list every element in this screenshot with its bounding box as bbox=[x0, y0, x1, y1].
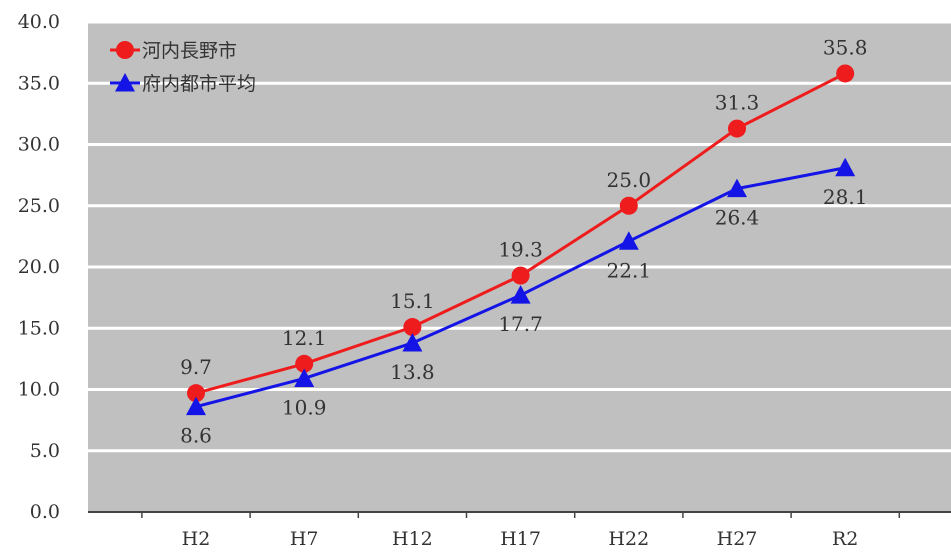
x-tick-label: H17 bbox=[500, 528, 541, 550]
data-label: 12.1 bbox=[282, 326, 327, 350]
data-label: 28.1 bbox=[823, 185, 868, 209]
data-point-circle bbox=[836, 64, 855, 83]
x-tick-label: H22 bbox=[608, 528, 649, 550]
y-tick-label: 20.0 bbox=[18, 256, 60, 278]
data-label: 25.0 bbox=[607, 168, 652, 192]
data-label: 13.8 bbox=[390, 360, 435, 384]
data-point-circle bbox=[403, 318, 422, 337]
x-tick-label: H27 bbox=[717, 528, 758, 550]
x-tick-label: H2 bbox=[182, 528, 211, 550]
y-tick-label: 0.0 bbox=[30, 501, 60, 523]
y-tick-label: 40.0 bbox=[18, 11, 60, 33]
series-2: 8.6 10.9 13.8 17.7 22.1 26.4 28.1 bbox=[180, 157, 868, 448]
y-tick-label: 25.0 bbox=[18, 195, 60, 217]
legend-label: 府内都市平均 bbox=[142, 73, 256, 95]
legend-label: 河内長野市 bbox=[142, 40, 237, 62]
data-label: 22.1 bbox=[607, 258, 652, 282]
data-label: 17.7 bbox=[498, 312, 543, 336]
x-tick-label: H12 bbox=[392, 528, 433, 550]
data-label: 15.1 bbox=[390, 289, 435, 313]
data-point-triangle bbox=[835, 157, 856, 177]
data-point-circle bbox=[187, 384, 205, 403]
data-point-circle bbox=[619, 196, 638, 215]
y-tick-label: 10.0 bbox=[18, 379, 60, 401]
x-axis: H2 H7 H12 H17 H22 H27 R2 bbox=[88, 511, 951, 550]
y-tick-label: 35.0 bbox=[18, 72, 60, 94]
data-label: 35.8 bbox=[823, 35, 868, 59]
data-point-triangle bbox=[294, 368, 315, 387]
data-label: 19.3 bbox=[498, 238, 543, 262]
data-label: 26.4 bbox=[715, 206, 760, 230]
y-tick-label: 5.0 bbox=[30, 440, 60, 462]
y-axis-tick-labels: 0.0 5.0 10.0 15.0 20.0 25.0 30.0 35.0 40.0 bbox=[18, 11, 60, 523]
data-point-triangle bbox=[510, 285, 531, 304]
data-label: 8.6 bbox=[180, 424, 212, 448]
data-point-triangle bbox=[115, 73, 135, 92]
x-tick-label: H7 bbox=[290, 528, 319, 550]
series-group: 9.7 12.1 15.1 19.3 25.0 31.3 35.8 8.6 10.9 13.8 17… bbox=[180, 35, 867, 447]
data-point-triangle bbox=[727, 178, 747, 198]
data-label: 9.7 bbox=[180, 355, 212, 379]
data-point-triangle bbox=[402, 332, 423, 352]
gridlines bbox=[88, 20, 951, 453]
series-1: 9.7 12.1 15.1 19.3 25.0 31.3 35.8 bbox=[180, 35, 868, 403]
data-point-circle bbox=[295, 354, 314, 373]
data-point-circle bbox=[116, 41, 134, 59]
legend-item: 河内長野市 bbox=[110, 40, 237, 62]
y-tick-label: 15.0 bbox=[18, 317, 60, 339]
legend-item: 府内都市平均 bbox=[110, 73, 256, 95]
x-tick-label: R2 bbox=[832, 528, 858, 550]
y-tick-label: 30.0 bbox=[18, 134, 60, 156]
data-point-circle bbox=[511, 266, 530, 285]
data-point-circle bbox=[728, 119, 746, 138]
data-label: 31.3 bbox=[715, 91, 760, 115]
data-point-triangle bbox=[186, 396, 206, 416]
data-point-triangle bbox=[618, 231, 639, 250]
data-label: 10.9 bbox=[282, 395, 327, 419]
